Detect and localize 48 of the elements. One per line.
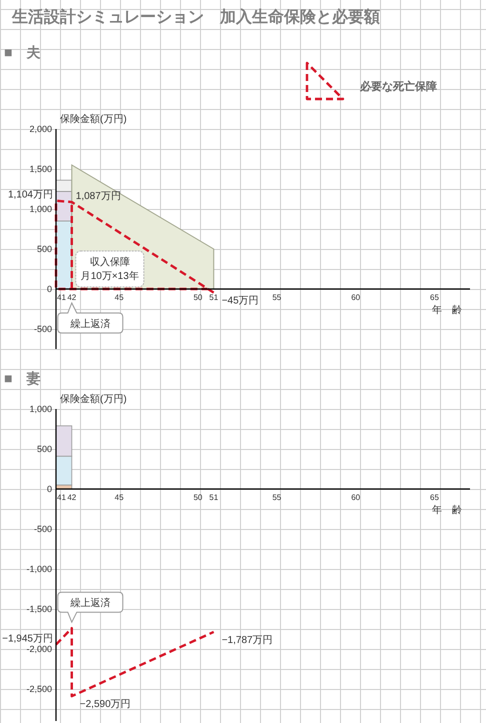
- ytick: -1,000: [26, 564, 52, 574]
- ytick: 0: [46, 284, 52, 294]
- xtick: 41: [57, 293, 66, 302]
- ytick: 500: [36, 444, 52, 454]
- legend-label: 必要な死亡保障: [360, 81, 437, 93]
- xtick: 45: [114, 493, 124, 502]
- ytick: 500: [36, 244, 52, 254]
- xtick: 41: [57, 493, 66, 502]
- xtick: 45: [114, 293, 124, 302]
- ytick: -500: [34, 524, 52, 534]
- annotation: 収入保障: [90, 257, 130, 268]
- annotation: 月10万×13年: [80, 271, 139, 282]
- ytick: -500: [34, 324, 52, 334]
- ytick: 0: [46, 484, 52, 494]
- xlabel: 年 齢: [432, 505, 462, 516]
- value-label: −2,590万円: [80, 699, 131, 710]
- ytick: 1,500: [29, 164, 52, 174]
- ytick: -1,500: [26, 604, 52, 614]
- value-label: −1,945万円: [2, 634, 53, 645]
- xtick: 65: [430, 493, 439, 502]
- annotation: 繰上返済: [70, 319, 110, 330]
- xtick: 55: [272, 293, 282, 302]
- value-label: 1,087万円: [76, 191, 121, 202]
- ytick: -2,000: [26, 644, 52, 654]
- ytick: 1,000: [29, 204, 52, 214]
- xtick: 65: [430, 293, 439, 302]
- value-label: −45万円: [222, 296, 259, 307]
- xtick: 60: [351, 293, 360, 302]
- title: 生活設計シミュレーション 加入生命保険と必要額: [12, 9, 380, 26]
- ylabel: 保険金額(万円): [60, 114, 127, 125]
- xtick: 50: [194, 493, 202, 502]
- subtitle: ■ 夫: [4, 44, 40, 60]
- xtick: 60: [351, 493, 360, 502]
- ytick: 1,000: [29, 404, 52, 414]
- xtick: 42: [67, 293, 76, 302]
- xtick: 51: [209, 293, 218, 302]
- ylabel: 保険金額(万円): [60, 394, 127, 405]
- ytick: -2,500: [26, 684, 52, 694]
- xtick: 50: [194, 293, 202, 302]
- xtick: 51: [209, 493, 218, 502]
- title: ■ 妻: [4, 370, 40, 386]
- xlabel: 年 齢: [432, 305, 462, 316]
- ytick: 2,000: [29, 124, 52, 134]
- xtick: 42: [67, 493, 76, 502]
- annotation: 繰上返済: [70, 598, 110, 610]
- value-label: 1,104万円: [8, 190, 53, 201]
- value-label: −1,787万円: [222, 634, 273, 646]
- xtick: 55: [272, 493, 282, 502]
